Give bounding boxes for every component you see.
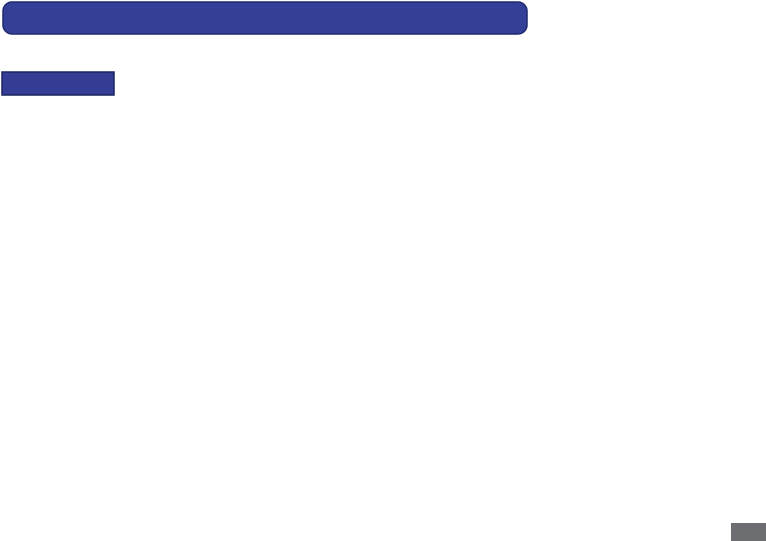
- page-number-box: [731, 523, 766, 541]
- header-bar: [2, 1, 528, 35]
- section-tab: [1, 71, 115, 96]
